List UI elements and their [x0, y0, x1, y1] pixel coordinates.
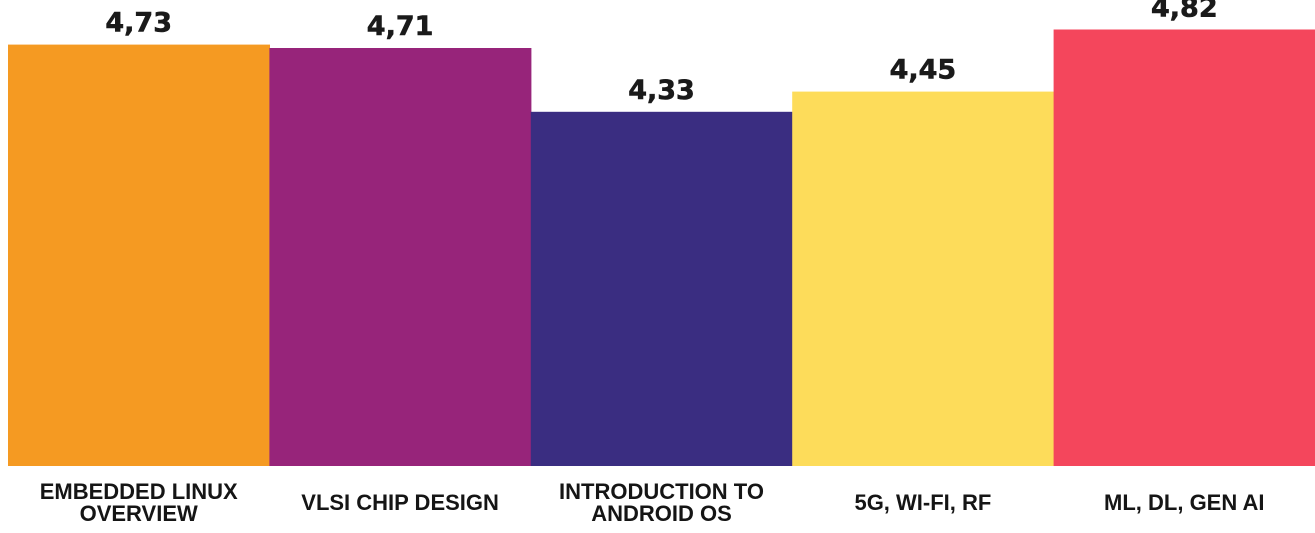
value-label-2: 4,71 — [367, 11, 434, 42]
category-label-1-line-1: EMBEDDED LINUX — [40, 479, 238, 504]
bar-4 — [792, 91, 1055, 466]
category-label-3-line-2: ANDROID OS — [591, 501, 732, 526]
category-label-1-line-2: OVERVIEW — [80, 501, 198, 526]
bars-group — [8, 29, 1315, 467]
bar-2 — [269, 48, 532, 466]
value-label-3: 4,33 — [628, 75, 695, 106]
value-label-4: 4,45 — [890, 55, 957, 86]
value-label-5: 4,82 — [1151, 0, 1218, 24]
category-label-5-line-1: ML, DL, GEN AI — [1104, 490, 1265, 515]
category-label-3-line-1: INTRODUCTION TO — [559, 479, 764, 504]
bar-5 — [1053, 29, 1315, 466]
category-label-4-line-1: 5G, WI-FI, RF — [854, 490, 991, 515]
bar-3 — [530, 111, 793, 467]
value-label-1: 4,73 — [105, 8, 172, 39]
category-label-2-line-1: VLSI CHIP DESIGN — [301, 490, 499, 515]
bar-1 — [8, 44, 270, 466]
value-labels-group: 4,73 4,71 4,33 4,45 4,82 — [105, 0, 1218, 106]
